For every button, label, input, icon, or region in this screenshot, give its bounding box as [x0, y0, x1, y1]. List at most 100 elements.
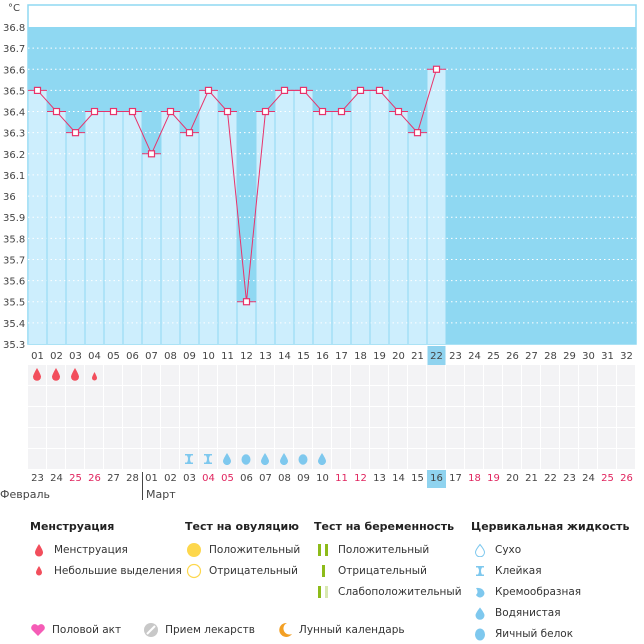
symbol-cell[interactable]	[47, 407, 66, 427]
symbol-cell[interactable]	[617, 428, 636, 448]
symbol-cell[interactable]	[28, 428, 47, 448]
symbol-cell[interactable]	[598, 428, 617, 448]
symbol-cell[interactable]	[237, 386, 256, 406]
symbol-cell[interactable]	[598, 365, 617, 385]
symbol-cell[interactable]	[313, 407, 332, 427]
symbol-cell[interactable]	[85, 386, 104, 406]
symbol-cell[interactable]	[465, 365, 484, 385]
calendar-date[interactable]: 28	[126, 473, 139, 484]
symbol-cell[interactable]	[560, 407, 579, 427]
symbol-cell[interactable]	[275, 386, 294, 406]
symbol-cell[interactable]	[104, 365, 123, 385]
symbol-cell[interactable]	[161, 449, 180, 469]
symbol-cell[interactable]	[522, 365, 541, 385]
symbol-cell[interactable]	[313, 386, 332, 406]
symbol-cell[interactable]	[408, 449, 427, 469]
symbol-cell[interactable]	[218, 428, 237, 448]
symbol-cell[interactable]	[66, 386, 85, 406]
symbol-cell[interactable]	[351, 449, 370, 469]
symbol-cell[interactable]	[484, 365, 503, 385]
calendar-date[interactable]: 16	[427, 470, 446, 488]
symbol-cell[interactable]	[199, 365, 218, 385]
symbol-cell[interactable]	[28, 449, 47, 469]
symbol-cell[interactable]	[541, 407, 560, 427]
calendar-date[interactable]: 20	[506, 473, 519, 484]
symbol-cell[interactable]	[332, 365, 351, 385]
symbol-cell[interactable]	[104, 386, 123, 406]
calendar-date[interactable]: 05	[221, 473, 234, 484]
symbol-cell[interactable]	[104, 428, 123, 448]
symbol-cell[interactable]	[503, 428, 522, 448]
symbol-cell[interactable]	[560, 449, 579, 469]
calendar-date[interactable]: 14	[392, 473, 405, 484]
calendar-date[interactable]: 25	[601, 473, 614, 484]
symbol-cell[interactable]	[370, 365, 389, 385]
symbol-cell[interactable]	[66, 449, 85, 469]
symbol-cell[interactable]	[579, 365, 598, 385]
symbol-cell[interactable]	[408, 407, 427, 427]
symbol-cell[interactable]	[47, 449, 66, 469]
symbol-cell[interactable]	[123, 407, 142, 427]
calendar-date[interactable]: 13	[373, 473, 386, 484]
symbol-cell[interactable]	[389, 449, 408, 469]
symbol-cell[interactable]	[332, 428, 351, 448]
symbol-cell[interactable]	[47, 386, 66, 406]
symbol-cell[interactable]	[123, 386, 142, 406]
symbol-cell[interactable]	[446, 428, 465, 448]
symbol-cell[interactable]	[294, 365, 313, 385]
calendar-date[interactable]: 25	[69, 473, 82, 484]
symbol-cell[interactable]	[503, 407, 522, 427]
symbol-cell[interactable]	[503, 449, 522, 469]
calendar-date[interactable]: 10	[316, 473, 329, 484]
symbol-cell[interactable]	[522, 386, 541, 406]
symbol-cell[interactable]	[427, 449, 446, 469]
symbol-cell[interactable]	[294, 428, 313, 448]
symbol-cell[interactable]	[104, 449, 123, 469]
symbol-cell[interactable]	[484, 449, 503, 469]
symbol-cell[interactable]	[142, 449, 161, 469]
symbol-cell[interactable]	[598, 407, 617, 427]
symbol-cell[interactable]	[541, 428, 560, 448]
symbol-cell[interactable]	[199, 407, 218, 427]
symbol-cell[interactable]	[28, 365, 47, 385]
symbol-cell[interactable]	[161, 428, 180, 448]
symbol-cell[interactable]	[617, 386, 636, 406]
calendar-date[interactable]: 26	[620, 473, 633, 484]
symbol-cell[interactable]	[275, 407, 294, 427]
symbol-cell[interactable]	[541, 365, 560, 385]
symbol-cell[interactable]	[237, 407, 256, 427]
symbol-cell[interactable]	[180, 428, 199, 448]
symbol-cell[interactable]	[199, 428, 218, 448]
symbol-cell[interactable]	[408, 386, 427, 406]
calendar-date[interactable]: 22	[544, 473, 557, 484]
symbol-cell[interactable]	[161, 386, 180, 406]
symbol-cell[interactable]	[541, 386, 560, 406]
calendar-date[interactable]: 23	[563, 473, 576, 484]
symbol-cell[interactable]	[180, 449, 199, 469]
symbol-cell[interactable]	[28, 386, 47, 406]
calendar-date[interactable]: 02	[164, 473, 177, 484]
calendar-date[interactable]: 24	[582, 473, 595, 484]
symbol-cell[interactable]	[370, 386, 389, 406]
symbol-cell[interactable]	[47, 428, 66, 448]
symbol-cell[interactable]	[66, 365, 85, 385]
symbol-cell[interactable]	[66, 407, 85, 427]
symbol-cell[interactable]	[351, 428, 370, 448]
symbol-cell[interactable]	[275, 428, 294, 448]
calendar-date[interactable]: 27	[107, 473, 120, 484]
symbol-cell[interactable]	[142, 407, 161, 427]
symbol-cell[interactable]	[256, 428, 275, 448]
calendar-date[interactable]: 01	[145, 473, 158, 484]
symbol-cell[interactable]	[389, 365, 408, 385]
symbol-cell[interactable]	[313, 449, 332, 469]
symbol-cell[interactable]	[408, 365, 427, 385]
calendar-date[interactable]: 03	[183, 473, 196, 484]
symbol-cell[interactable]	[218, 407, 237, 427]
symbol-cell[interactable]	[294, 449, 313, 469]
symbol-cell[interactable]	[142, 386, 161, 406]
calendar-date[interactable]: 11	[335, 473, 348, 484]
symbol-cell[interactable]	[123, 365, 142, 385]
symbol-cell[interactable]	[161, 407, 180, 427]
calendar-date[interactable]: 04	[202, 473, 215, 484]
symbol-cell[interactable]	[408, 428, 427, 448]
